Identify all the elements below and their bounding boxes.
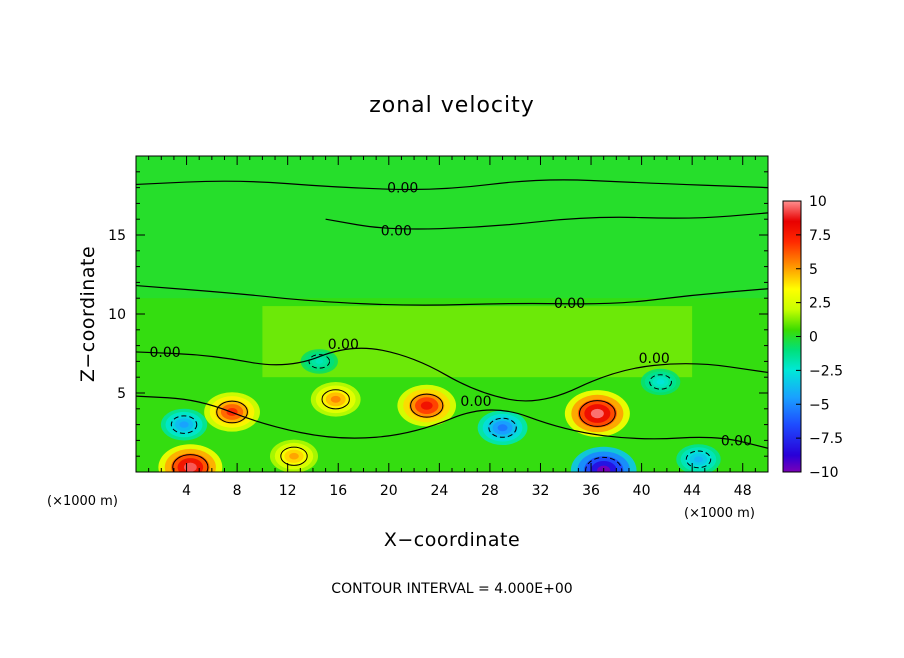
- contour-label: 0.00: [328, 337, 359, 353]
- x-tick-label: 8: [233, 483, 242, 499]
- colorbar-tick-label: −5: [809, 397, 830, 413]
- x-unit-label-right: (×1000 m): [684, 506, 755, 521]
- x-tick-label: 16: [329, 483, 347, 499]
- contour-interval-note: CONTOUR INTERVAL = 4.000E+00: [331, 581, 572, 597]
- positive-velocity-blob: [310, 382, 361, 417]
- colorbar-tick-label: 2.5: [809, 296, 831, 312]
- contour-line: [325, 212, 768, 230]
- y-tick-label: 5: [117, 386, 126, 402]
- colorbar-tick-label: −10: [809, 465, 839, 481]
- x-tick-label: 4: [182, 483, 191, 499]
- negative-velocity-blob: [477, 410, 528, 446]
- contour-label: 0.00: [554, 296, 585, 312]
- contour-line: [136, 395, 768, 449]
- contour-label: 0.00: [149, 345, 180, 361]
- x-tick-label: 32: [532, 483, 550, 499]
- contour-line: [136, 347, 768, 402]
- x-tick-label: 28: [481, 483, 499, 499]
- y-tick-label: 10: [108, 307, 126, 323]
- contour-label: 0.00: [387, 181, 418, 197]
- x-tick-label: 12: [279, 483, 297, 499]
- colorbar-tick-label: 5: [809, 262, 818, 278]
- colorbar-tick-label: 0: [809, 330, 818, 346]
- colorbar-tick-label: −7.5: [809, 431, 843, 447]
- positive-velocity-blob: [397, 384, 457, 427]
- x-axis-ticks: 4 8 12 16 20 24 28 32 36 40 44 48: [135, 156, 769, 499]
- contour-label: 0.00: [721, 433, 752, 449]
- chart-title: zonal velocity: [369, 93, 535, 118]
- x-tick-label: 48: [734, 483, 752, 499]
- colorbar-tick-label: 7.5: [809, 228, 831, 244]
- contour-labels: 0.00 0.00 0.00 0.00 0.00 0.00 0.00 0.00: [149, 181, 751, 450]
- colorbar: 10 7.5 5 2.5 0 −2.5 −5 −7.5 −10: [782, 194, 843, 481]
- negative-velocity-blob: [160, 408, 208, 441]
- negative-velocity-blob: [570, 446, 637, 472]
- velocity-field: [136, 156, 768, 472]
- colorbar-ticks: 10 7.5 5 2.5 0 −2.5 −5 −7.5 −10: [796, 194, 843, 481]
- x-tick-label: 20: [380, 483, 398, 499]
- x-tick-label: 24: [430, 483, 448, 499]
- x-tick-label: 44: [683, 483, 701, 499]
- positive-velocity-blob: [269, 439, 319, 472]
- x-unit-label-left: (×1000 m): [47, 494, 118, 509]
- y-axis-title: Z−coordinate: [77, 246, 99, 382]
- x-axis-title: X−coordinate: [384, 529, 520, 551]
- negative-velocity-blob: [676, 444, 721, 472]
- upper-band: [136, 156, 768, 299]
- negative-velocity-blob: [640, 368, 681, 396]
- negative-velocity-blob: [300, 349, 338, 374]
- contour-label: 0.00: [460, 394, 491, 410]
- x-tick-label: 36: [582, 483, 600, 499]
- positive-velocity-blob: [564, 390, 630, 437]
- y-tick-label: 15: [108, 228, 126, 244]
- colorbar-tick-label: −2.5: [809, 363, 843, 379]
- contour-line: [136, 179, 768, 191]
- colorbar-tick-label: 10: [809, 194, 827, 210]
- y-axis-ticks: 5 10 15: [108, 155, 768, 473]
- x-tick-label: 40: [633, 483, 651, 499]
- contour-line: [136, 284, 768, 306]
- contour-label: 0.00: [639, 351, 670, 367]
- contour-label: 0.00: [381, 223, 412, 239]
- zero-contour-lines: [136, 179, 768, 449]
- positive-velocity-blob: [158, 444, 223, 472]
